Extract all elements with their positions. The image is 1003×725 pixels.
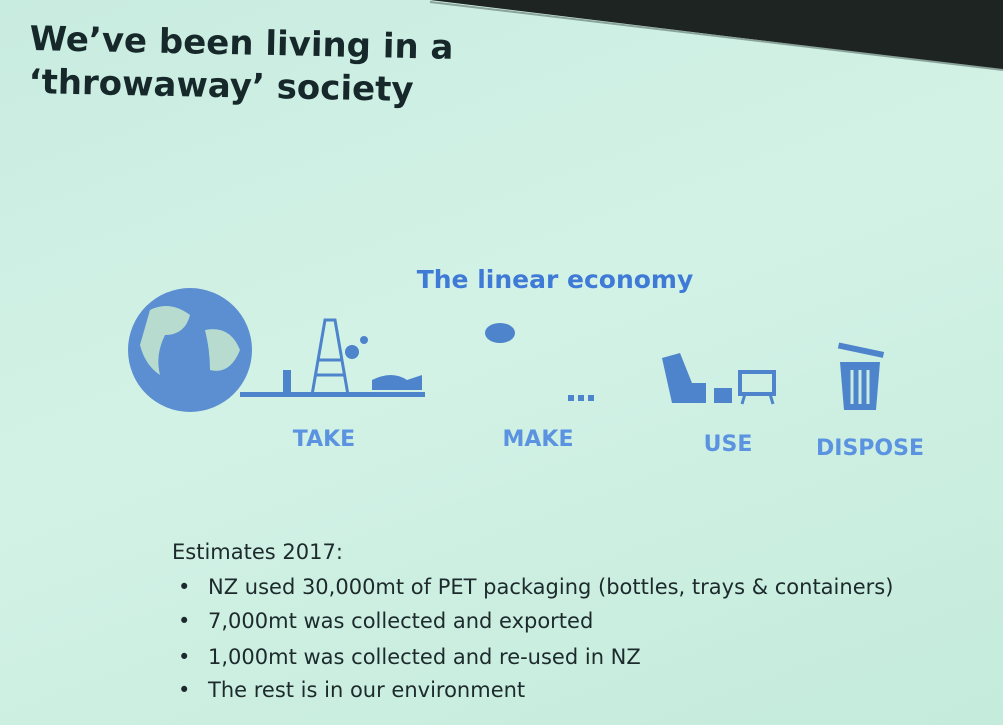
pipe [283,370,291,394]
armchair [662,353,706,403]
bullet-item: •7,000mt was collected and exported [178,609,593,633]
tap [372,375,422,390]
oil-derrick [312,320,348,395]
dot [568,395,574,401]
drop [345,345,359,359]
bullet-text: The rest is in our environment [208,678,525,702]
make-icon [485,323,594,401]
slide-photo: We’ve been living in a ‘throwaway’ socie… [0,0,1003,725]
use-icon [662,353,774,404]
bullet-dot: • [178,575,208,599]
bullet-text: 1,000mt was collected and re-used in NZ [208,645,641,669]
stage-label: USE [648,432,808,457]
stage-label: DISPOSE [790,436,950,461]
stage-label: MAKE [458,427,618,452]
bullet-dot: • [178,645,208,669]
dot [588,395,594,401]
bullet-item: •The rest is in our environment [178,678,525,702]
bullet-text: 7,000mt was collected and exported [208,609,593,633]
bin-lid [838,342,884,357]
box [714,388,732,403]
stage-label: TAKE [244,427,404,452]
bullet-text: NZ used 30,000mt of PET packaging (bottl… [208,575,893,599]
bullet-dot: • [178,609,208,633]
drop-small [360,336,368,344]
take-icon [128,288,425,412]
tv [740,372,774,394]
estimates-heading: Estimates 2017: [172,540,343,564]
bullet-item: •NZ used 30,000mt of PET packaging (bott… [178,575,893,599]
bullet-dot: • [178,678,208,702]
dot [578,395,584,401]
bullet-item: •1,000mt was collected and re-used in NZ [178,645,641,669]
smoke [485,323,515,343]
dispose-icon [838,342,884,410]
